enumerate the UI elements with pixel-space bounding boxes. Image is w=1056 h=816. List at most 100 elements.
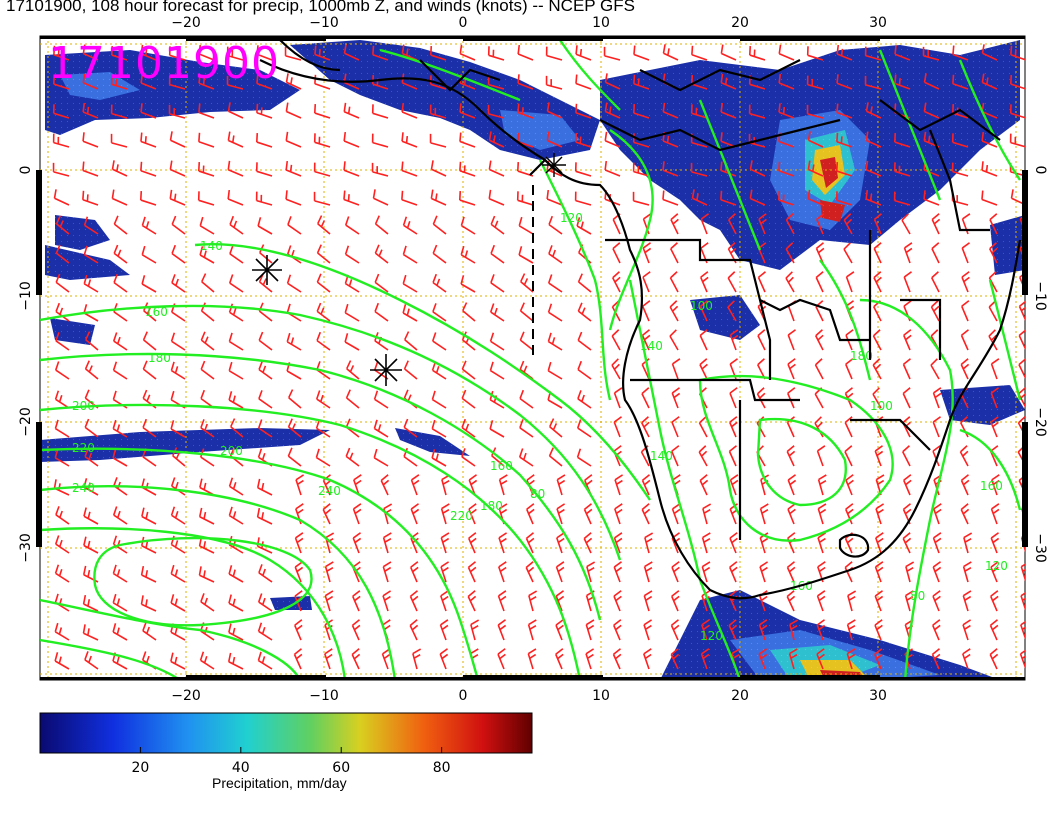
contour-label: 140 xyxy=(650,449,673,463)
wind-barb xyxy=(170,564,186,583)
wind-barb xyxy=(577,331,592,351)
contour-label: 240 xyxy=(318,484,341,498)
wind-barb xyxy=(632,191,650,206)
contour-labels: 140 160 180 200 220 240 240 220 200 180 160 120 80 10… xyxy=(72,211,1008,643)
wind-barb xyxy=(643,648,652,670)
wind-barb xyxy=(960,474,970,496)
wind-barb xyxy=(489,303,505,322)
wind-barb xyxy=(198,74,215,90)
wind-barb xyxy=(989,213,998,235)
wind-barb xyxy=(789,619,799,641)
wind-barb xyxy=(577,302,592,322)
wind-barb xyxy=(431,419,447,438)
wind-barb xyxy=(786,445,796,467)
wind-barb xyxy=(490,244,505,264)
wind-barb xyxy=(352,503,362,525)
wind-barb xyxy=(758,619,768,641)
wind-barb xyxy=(613,532,623,554)
wind-barb xyxy=(316,302,331,322)
wind-barb xyxy=(432,244,447,264)
wind-barb xyxy=(698,416,708,438)
wind-barb xyxy=(403,360,418,380)
wind-barb xyxy=(991,474,1000,496)
wind-barb xyxy=(669,329,679,351)
wind-barb xyxy=(520,273,534,293)
wind-barb xyxy=(727,271,737,293)
wind-barb xyxy=(285,131,302,148)
wind-barb xyxy=(785,242,795,264)
lon-tick-label: 10 xyxy=(592,15,610,31)
wind-barb xyxy=(577,273,592,293)
wind-barb xyxy=(787,358,796,380)
wind-barb xyxy=(401,161,418,177)
wind-barb xyxy=(430,160,447,177)
wind-barb xyxy=(671,387,681,409)
wind-barb xyxy=(963,532,973,554)
wind-barb xyxy=(431,449,447,467)
wind-barb xyxy=(875,532,884,554)
wind-barb xyxy=(199,246,215,264)
asterisk-marker-3 xyxy=(542,153,566,177)
wind-barb xyxy=(198,103,215,119)
wind-barb xyxy=(431,332,447,351)
chart-title: 17101900, 108 hour forecast for precip, … xyxy=(6,0,635,15)
wind-barb xyxy=(257,651,273,670)
wind-barb xyxy=(53,45,70,61)
wind-barb xyxy=(843,213,853,235)
wind-barb xyxy=(343,161,360,177)
wind-barb xyxy=(759,503,769,525)
wind-barb xyxy=(316,331,331,351)
wind-barb xyxy=(670,242,679,264)
wind-barb xyxy=(547,274,563,293)
wind-barb xyxy=(352,532,362,554)
wind-barb xyxy=(322,503,332,525)
wind-barb xyxy=(489,420,505,438)
wind-barb xyxy=(613,387,623,409)
wind-barb xyxy=(662,102,679,119)
wind-barb xyxy=(287,216,302,235)
lon-tick-labels-top: −20 −10 0 10 20 30 xyxy=(171,15,887,31)
wind-barb xyxy=(439,648,449,670)
wind-barb xyxy=(729,474,739,496)
wind-barb xyxy=(516,191,534,206)
wind-barb xyxy=(382,590,392,612)
wind-barb xyxy=(429,104,447,119)
wind-barb xyxy=(845,474,854,496)
wind-barb xyxy=(981,190,998,206)
wind-barb xyxy=(344,245,360,264)
wind-barb xyxy=(460,245,476,264)
wind-barb xyxy=(171,215,186,235)
wind-barb xyxy=(352,590,361,612)
wind-barb xyxy=(577,360,592,380)
wind-barb xyxy=(140,132,157,148)
wind-barb xyxy=(410,503,420,525)
wind-barb xyxy=(1010,45,1025,61)
wind-barb xyxy=(491,447,505,467)
wind-barb xyxy=(255,162,273,177)
wind-barb xyxy=(577,390,592,409)
wind-barb xyxy=(228,623,244,641)
wind-barb xyxy=(285,73,302,90)
wind-barb xyxy=(989,619,999,641)
wind-barb xyxy=(700,648,710,670)
lat-tick-labels-left: 0 −10 −20 −30 xyxy=(18,166,34,563)
wind-barb xyxy=(461,360,476,380)
wind-barb xyxy=(614,503,623,525)
wind-barb xyxy=(343,131,360,148)
lat-tick-label: −10 xyxy=(1032,281,1048,311)
wind-barb xyxy=(691,189,708,206)
contour-label: 180 xyxy=(480,499,503,513)
wind-barb xyxy=(257,217,273,235)
wind-barb xyxy=(439,619,449,641)
wind-barb xyxy=(170,332,186,351)
contour-label: 160 xyxy=(145,305,168,319)
wind-barb xyxy=(467,590,477,612)
wind-barb xyxy=(112,449,128,467)
wind-barb xyxy=(54,448,70,467)
wind-barb xyxy=(84,418,99,438)
wind-barb xyxy=(990,532,1000,554)
contour-label: 120 xyxy=(700,629,723,643)
wind-barb xyxy=(169,189,186,206)
wind-barb xyxy=(410,474,420,496)
wind-barb xyxy=(641,503,651,525)
